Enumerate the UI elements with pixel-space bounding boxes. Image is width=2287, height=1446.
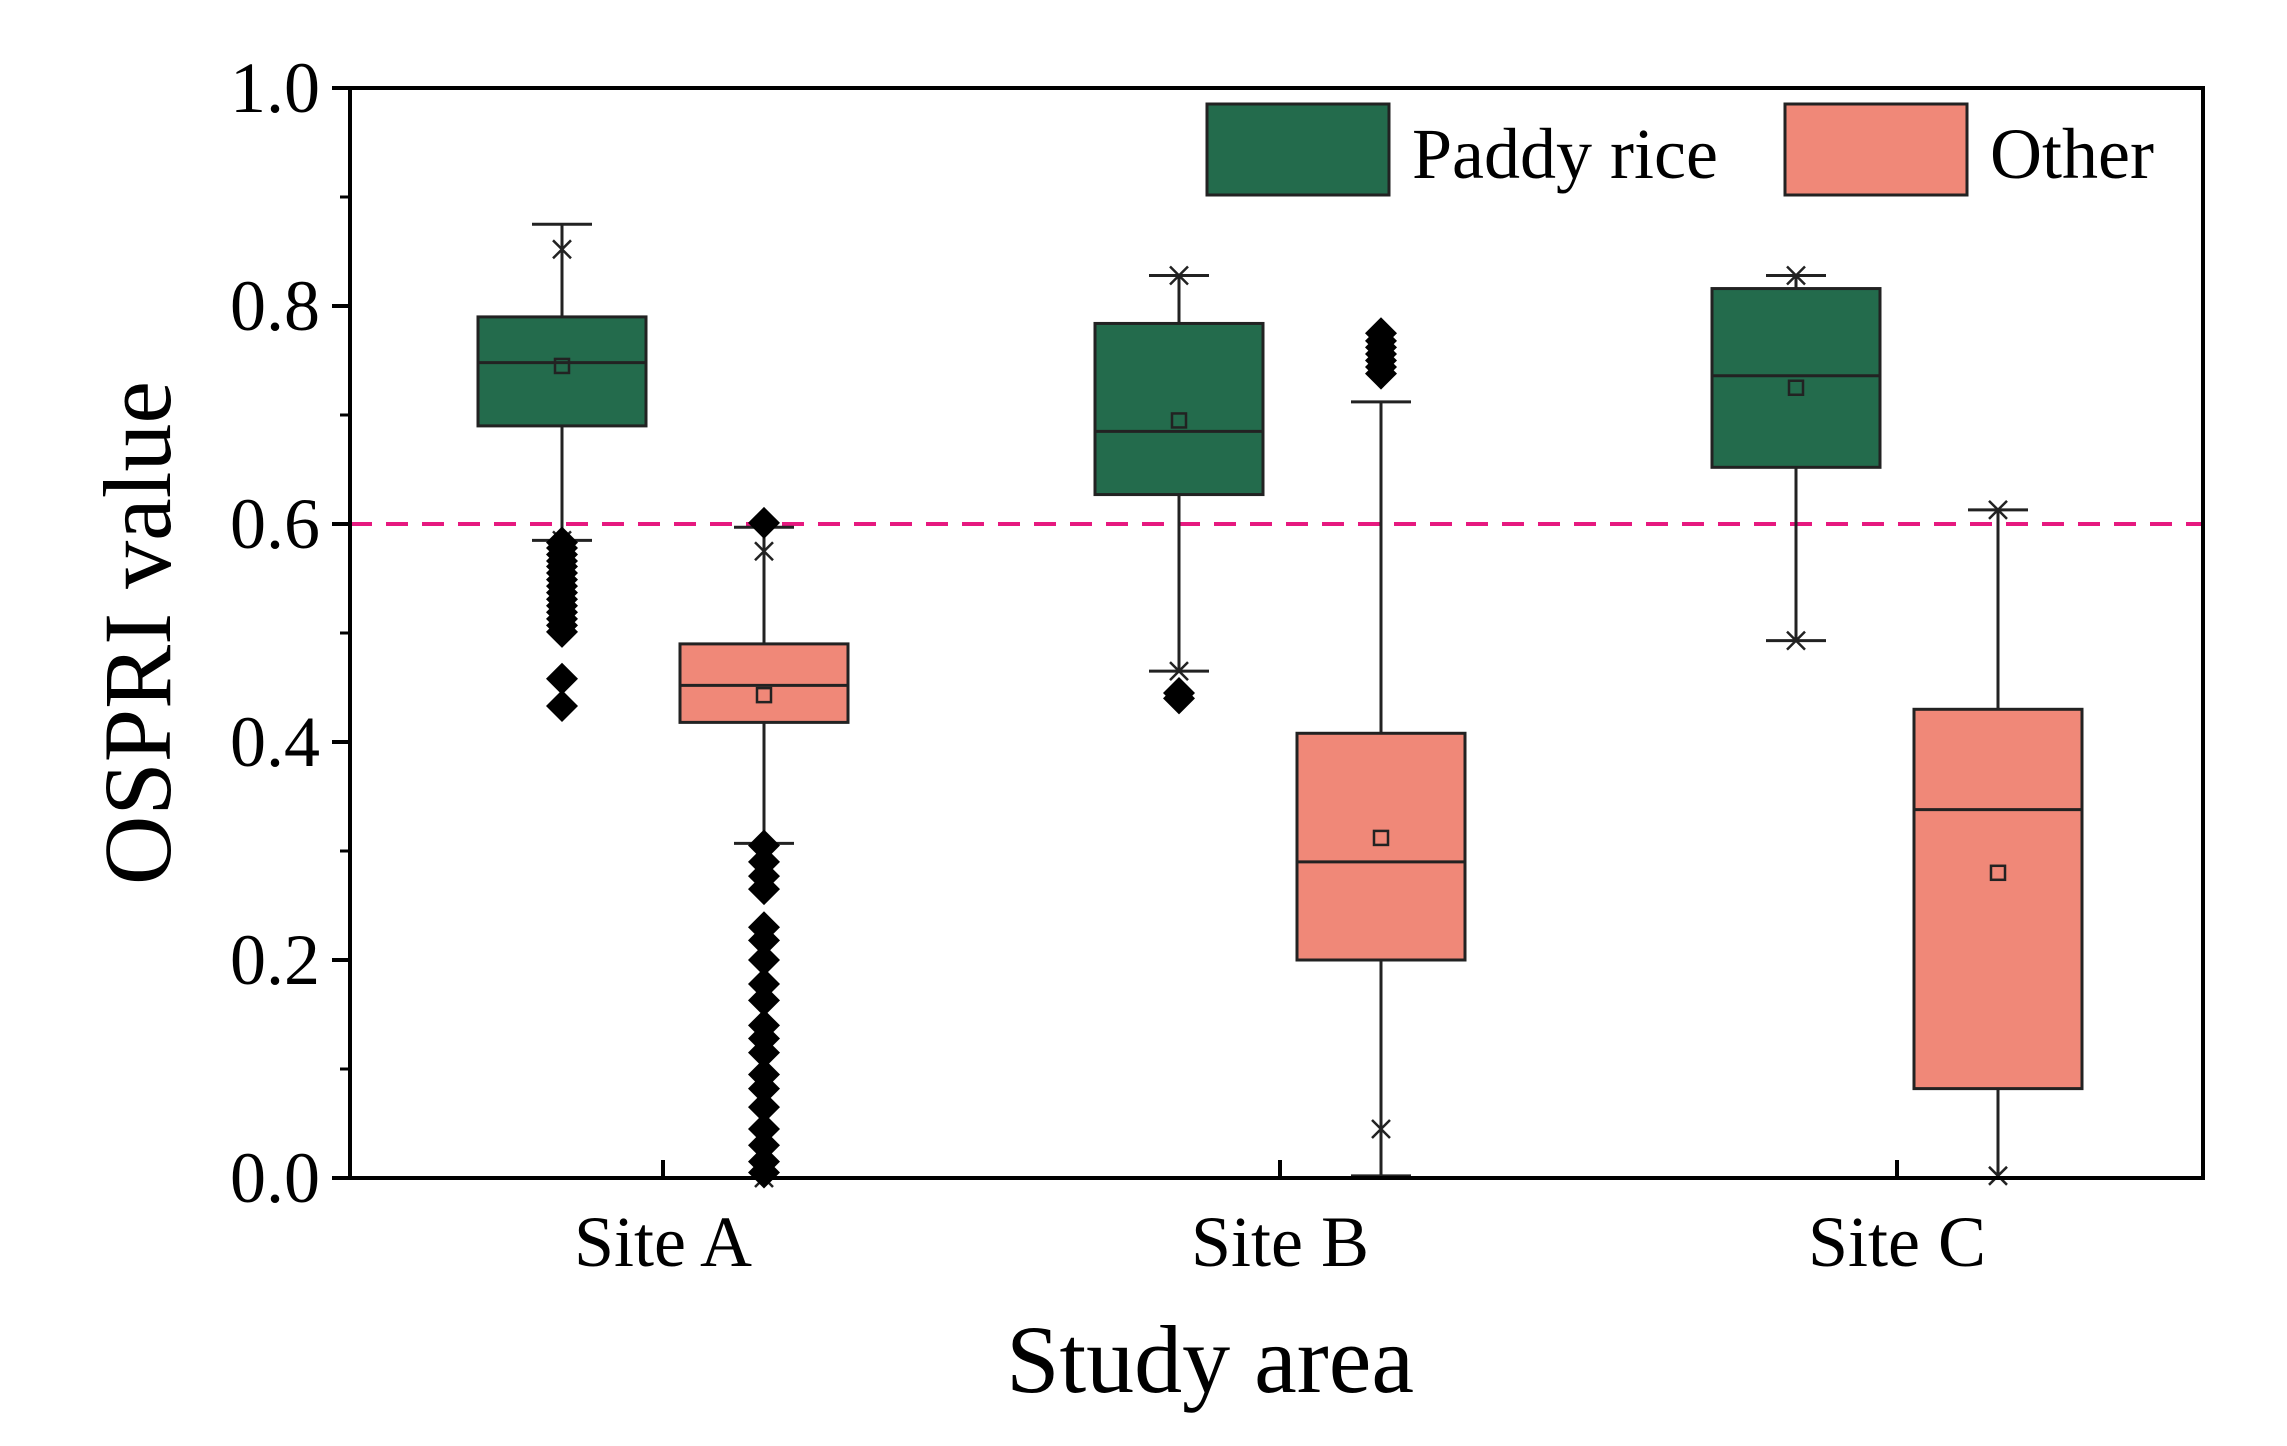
outlier-point — [748, 967, 780, 1000]
outlier-point — [748, 873, 780, 906]
outlier-point — [748, 924, 780, 957]
outlier-point — [748, 829, 780, 862]
box-iqr — [678, 642, 850, 724]
outlier-point — [748, 1129, 780, 1162]
y-tick-label: 1.0 — [230, 48, 320, 128]
y-tick-label: 0.8 — [230, 266, 320, 346]
box-iqr — [1710, 287, 1882, 469]
y-tick-label: 0.4 — [230, 702, 320, 782]
box-group — [678, 506, 850, 1189]
extreme-marker — [1988, 1165, 2008, 1186]
outlier-point — [748, 1091, 780, 1124]
mean-marker — [1787, 379, 1805, 396]
box-group — [1912, 499, 2084, 1186]
x-tick-label: Site B — [1191, 1202, 1369, 1282]
extreme-marker — [1988, 499, 2008, 520]
outlier-point — [1163, 682, 1195, 715]
outlier-point — [546, 690, 578, 723]
extreme-marker — [1169, 661, 1189, 682]
outlier-point — [748, 984, 780, 1017]
box-layer — [476, 222, 2084, 1189]
extreme-marker — [552, 239, 572, 260]
y-axis-label: OSPRI value — [84, 381, 191, 885]
box-iqr — [1912, 707, 2084, 1091]
legend-label-other: Other — [1990, 114, 2154, 194]
outlier-point — [748, 1156, 780, 1189]
outlier-point — [748, 944, 780, 976]
outlier-point — [748, 506, 780, 539]
y-tick-label: 0.0 — [230, 1138, 320, 1218]
outlier-point — [748, 1112, 780, 1145]
extreme-marker — [1371, 1119, 1391, 1139]
box-iqr — [1093, 321, 1265, 497]
outlier-point — [546, 662, 578, 695]
extreme-marker — [1786, 265, 1806, 286]
extreme-marker — [754, 541, 774, 562]
legend-swatch-other — [1783, 102, 1969, 197]
x-axis-label: Study area — [1006, 1306, 1414, 1413]
mean-marker — [1372, 829, 1390, 847]
box-iqr — [1295, 731, 1467, 962]
outlier-point — [748, 1072, 780, 1105]
box-group — [1295, 317, 1467, 1178]
outlier-point — [748, 1036, 780, 1069]
legend-label-paddy-rice: Paddy rice — [1412, 114, 1718, 194]
outlier-point — [1365, 357, 1397, 390]
box-iqr — [476, 315, 648, 428]
extreme-marker — [1786, 630, 1806, 651]
mean-marker — [1989, 864, 2007, 882]
legend-swatch-paddy-rice — [1205, 102, 1391, 197]
y-tick-label: 0.2 — [230, 920, 320, 1000]
x-tick-label: Site A — [574, 1202, 752, 1282]
x-tick-label: Site C — [1808, 1202, 1986, 1282]
box-group — [1093, 265, 1265, 715]
box-group — [476, 222, 648, 723]
mean-marker — [1170, 412, 1188, 429]
box-group — [1710, 265, 1882, 651]
mean-marker — [755, 686, 773, 704]
y-tick-label: 0.6 — [230, 484, 320, 564]
extreme-marker — [1169, 265, 1189, 286]
legend: Paddy rice Other — [1205, 102, 2154, 197]
outlier-point — [546, 615, 578, 648]
mean-marker — [553, 357, 571, 375]
axis-ticks: 0.0 0.2 0.4 0.6 0.8 1.0 Site A Site B Site C — [230, 48, 1986, 1282]
